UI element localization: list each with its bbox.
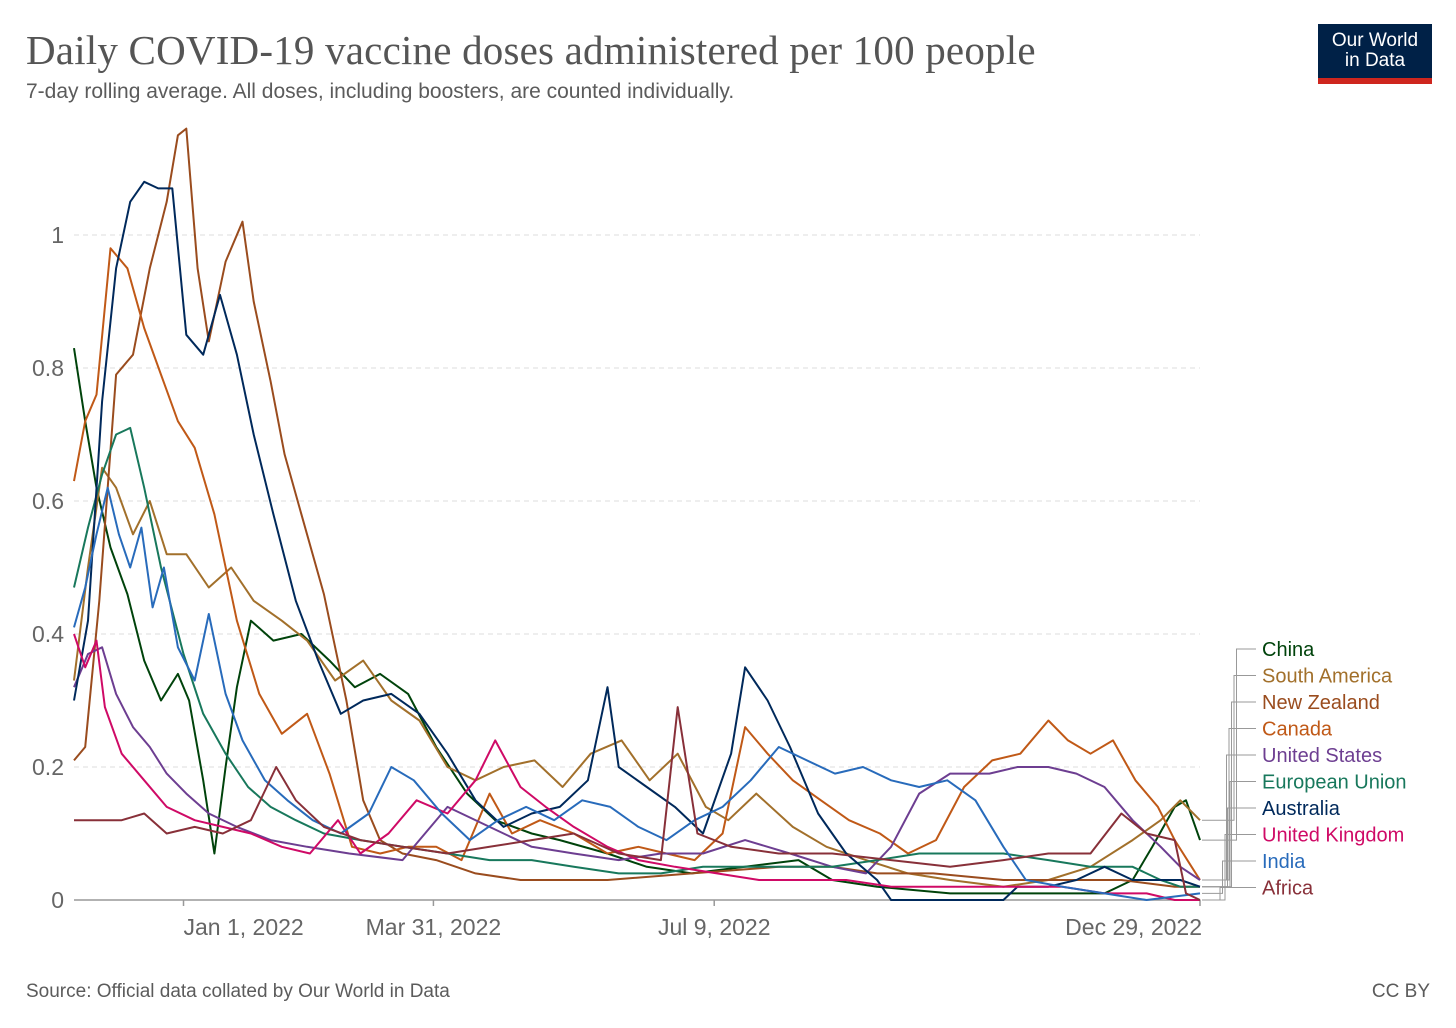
series-line-south-america [73, 466, 1201, 888]
label-connector [1202, 887, 1256, 901]
x-tick-label: Jul 9, 2022 [658, 914, 771, 940]
x-tick-label: Mar 31, 2022 [366, 914, 502, 940]
owid-logo[interactable]: Our World in Data [1318, 24, 1432, 84]
label-connector [1202, 754, 1256, 881]
end-label-africa: Africa [1262, 878, 1314, 900]
end-label-south-america: South America [1262, 666, 1393, 688]
license-label: CC BY [1371, 981, 1430, 1002]
source-note: Source: Official data collated by Our Wo… [26, 981, 450, 1002]
grid-lines [74, 234, 1200, 768]
end-label-new-zealand: New Zealand [1262, 692, 1380, 714]
x-tick-label: Dec 29, 2022 [1065, 914, 1202, 940]
y-tick-label: 0.4 [32, 621, 64, 647]
end-label-india: India [1262, 851, 1306, 873]
chart-title: Daily COVID-19 vaccine doses administere… [26, 27, 1036, 73]
y-tick-label: 0 [51, 887, 64, 913]
end-labels: China South America New Zealand Canada Unite… [1202, 639, 1407, 901]
end-label-australia: Australia [1262, 798, 1341, 820]
y-tick-label: 0.6 [32, 488, 64, 514]
y-axis: 0 0.2 0.4 0.6 0.8 1 [32, 222, 64, 913]
series-line-new-zealand [73, 127, 1200, 888]
chart-subtitle: 7-day rolling average. All doses, includ… [26, 80, 735, 103]
series-line-china [73, 347, 1201, 895]
x-tick-label: Jan 1, 2022 [184, 914, 304, 940]
label-connector [1202, 807, 1256, 888]
x-axis: Jan 1, 2022 Mar 31, 2022 Jul 9, 2022 Dec 29… [74, 899, 1202, 940]
label-connector [1202, 648, 1256, 841]
series-line-africa [74, 706, 1201, 901]
logo-line-1: Our World [1331, 30, 1419, 51]
end-label-canada: Canada [1262, 719, 1333, 741]
end-label-united-kingdom: United Kingdom [1262, 825, 1404, 847]
end-label-china: China [1262, 639, 1315, 661]
series-line-australia [73, 180, 1201, 901]
series-line-canada [73, 247, 1201, 881]
label-connector [1202, 675, 1256, 821]
label-connector [1202, 860, 1256, 894]
series-line-united-states [73, 646, 1201, 881]
series-line-united-kingdom [73, 633, 1200, 901]
y-tick-label: 0.8 [32, 355, 64, 381]
y-tick-label: 1 [51, 222, 64, 248]
end-label-united-states: United States [1262, 745, 1382, 767]
series-lines [73, 127, 1201, 901]
label-connector [1202, 728, 1256, 881]
series-line-european-union [73, 426, 1200, 888]
y-tick-label: 0.2 [32, 754, 64, 780]
end-label-european-union: European Union [1262, 772, 1407, 794]
series-line-india [73, 486, 1201, 901]
logo-line-2: in Data [1344, 50, 1406, 71]
